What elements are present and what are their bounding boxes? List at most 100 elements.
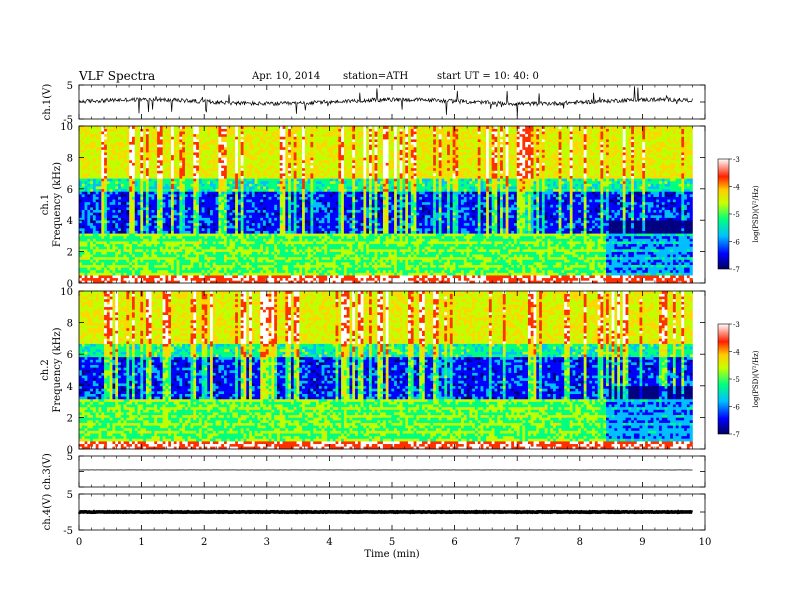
spectrogram-cell <box>188 165 191 168</box>
spectrogram-cell <box>207 257 210 260</box>
spectrogram-cell <box>126 150 129 153</box>
spectrogram-cell <box>79 131 82 134</box>
spectrogram-cell <box>149 273 152 276</box>
spectrogram-cell <box>202 189 205 192</box>
spectrogram-cell <box>216 225 219 228</box>
spectrogram-cell <box>93 152 96 155</box>
spectrogram-cell <box>129 131 132 134</box>
spectrogram-cell <box>191 184 194 187</box>
spectrogram-cell <box>221 241 224 244</box>
spectrogram-cell <box>241 259 244 262</box>
spectrogram-cell <box>179 241 182 244</box>
spectrogram-cell <box>196 257 199 260</box>
spectrogram-cell <box>110 246 113 249</box>
spectrogram-cell <box>210 205 213 208</box>
spectrogram-cell <box>121 207 124 210</box>
spectrogram-cell <box>174 173 177 176</box>
spectrogram-cell <box>124 157 127 160</box>
spectrogram-cell <box>235 129 238 132</box>
spectrogram-cell <box>193 252 196 255</box>
spectrogram-cell <box>90 131 93 134</box>
spectrogram-cell <box>115 168 118 171</box>
spectrogram-cell <box>149 212 152 215</box>
spectrogram-cell <box>216 278 219 281</box>
spectrogram-cell <box>146 231 149 234</box>
spectrogram-cell <box>152 244 155 247</box>
spectrogram-cell <box>221 233 224 236</box>
spectrogram-cell <box>241 241 244 244</box>
spectrogram-cell <box>126 178 129 181</box>
spectrogram-cell <box>174 249 177 252</box>
spectrogram-cell <box>99 160 102 163</box>
spectrogram-cell <box>224 270 227 273</box>
spectrogram-cell <box>107 176 110 179</box>
spectrogram-cell <box>241 278 244 281</box>
spectrogram-cell <box>216 186 219 189</box>
spectrogram-cell <box>213 184 216 187</box>
spectrogram-cell <box>238 160 241 163</box>
spectrogram-cell <box>124 129 127 132</box>
spectrogram-cell <box>107 191 110 194</box>
spectrogram-cell <box>246 220 249 223</box>
spectrogram-cell <box>241 165 244 168</box>
spectrogram-cell <box>152 207 155 210</box>
spectrogram-cell <box>104 168 107 171</box>
spectrogram-cell <box>185 267 188 270</box>
spectrogram-cell <box>82 176 85 179</box>
spectrogram-cell <box>157 139 160 142</box>
spectrogram-cell <box>87 197 90 200</box>
spectrogram-cell <box>171 236 174 239</box>
spectrogram-cell <box>207 273 210 276</box>
spectrogram-cell <box>213 252 216 255</box>
spectrogram-cell <box>143 191 146 194</box>
spectrogram-cell <box>177 267 180 270</box>
spectrogram-cell <box>157 252 160 255</box>
spectrogram-cell <box>246 186 249 189</box>
spectrogram-cell <box>232 142 235 145</box>
spectrogram-cell <box>241 136 244 139</box>
spectrogram-cell <box>101 176 104 179</box>
spectrogram-cell <box>188 273 191 276</box>
spectrogram-cell <box>188 207 191 210</box>
spectrogram-cell <box>140 236 143 239</box>
spectrogram-cell <box>235 131 238 134</box>
spectrogram-cell <box>157 241 160 244</box>
spectrogram-cell <box>146 241 149 244</box>
spectrogram-cell <box>230 273 233 276</box>
spectrogram-cell <box>93 270 96 273</box>
spectrogram-cell <box>238 170 241 173</box>
spectrogram-cell <box>199 267 202 270</box>
spectrogram-cell <box>244 262 247 265</box>
spectrogram-cell <box>99 265 102 268</box>
spectrogram-cell <box>87 139 90 142</box>
spectrogram-cell <box>138 144 141 147</box>
spectrogram-cell <box>199 262 202 265</box>
spectrogram-cell <box>143 218 146 221</box>
spectrogram-cell <box>249 246 252 249</box>
spectrogram-cell <box>129 215 132 218</box>
spectrogram-cell <box>193 265 196 268</box>
spectrogram-cell <box>85 270 88 273</box>
spectrogram-cell <box>202 273 205 276</box>
spectrogram-cell <box>213 278 216 281</box>
spectrogram-cell <box>241 194 244 197</box>
spectrogram-cell <box>160 236 163 239</box>
spectrogram-cell <box>202 218 205 221</box>
spectrogram-cell <box>196 207 199 210</box>
spectrogram-cell <box>238 199 241 202</box>
spectrogram-cell <box>246 236 249 239</box>
spectrogram-cell <box>218 218 221 221</box>
spectrogram-cell <box>230 139 233 142</box>
spectrogram-cell <box>85 170 88 173</box>
spectrogram-cell <box>241 152 244 155</box>
spectrogram-cell <box>230 189 233 192</box>
spectrogram-cell <box>110 176 113 179</box>
spectrogram-cell <box>210 163 213 166</box>
spectrogram-cell <box>177 136 180 139</box>
spectrogram-cell <box>149 236 152 239</box>
spectrogram-cell <box>202 249 205 252</box>
spectrogram-cell <box>149 173 152 176</box>
spectrogram-cell <box>238 168 241 171</box>
spectrogram-cell <box>221 270 224 273</box>
spectrogram-cell <box>87 173 90 176</box>
